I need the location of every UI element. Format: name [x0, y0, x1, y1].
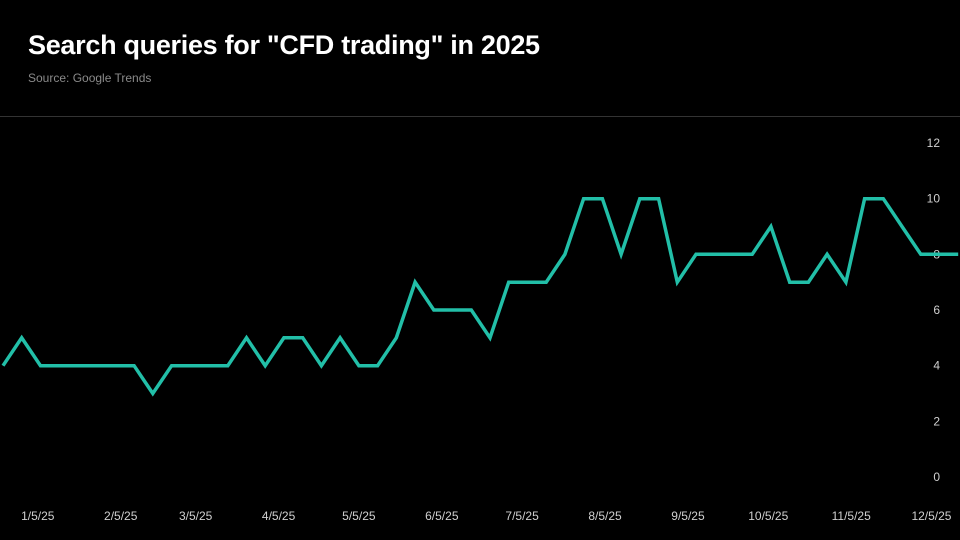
x-tick-label: 4/5/25	[262, 509, 296, 523]
x-tick-label: 5/5/25	[342, 509, 376, 523]
x-tick-label: 12/5/25	[911, 509, 951, 523]
header-divider	[0, 116, 960, 117]
x-tick-label: 1/5/25	[21, 509, 55, 523]
x-tick-label: 6/5/25	[425, 509, 459, 523]
x-tick-label: 3/5/25	[179, 509, 213, 523]
x-tick-label: 7/5/25	[505, 509, 539, 523]
x-tick-label: 10/5/25	[748, 509, 788, 523]
y-tick-label: 10	[927, 192, 941, 206]
x-tick-label: 8/5/25	[588, 509, 622, 523]
y-tick-label: 12	[927, 136, 941, 150]
x-tick-label: 11/5/25	[832, 509, 871, 523]
y-tick-label: 2	[933, 414, 940, 428]
y-tick-label: 0	[933, 470, 940, 484]
series-line	[1, 196, 959, 397]
chart-source: Source: Google Trends	[28, 71, 152, 85]
y-tick-label: 4	[933, 359, 940, 373]
x-tick-label: 9/5/25	[671, 509, 705, 523]
chart-title: Search queries for "CFD trading" in 2025	[28, 30, 540, 60]
y-tick-label: 6	[933, 303, 940, 317]
x-tick-label: 2/5/25	[104, 509, 138, 523]
